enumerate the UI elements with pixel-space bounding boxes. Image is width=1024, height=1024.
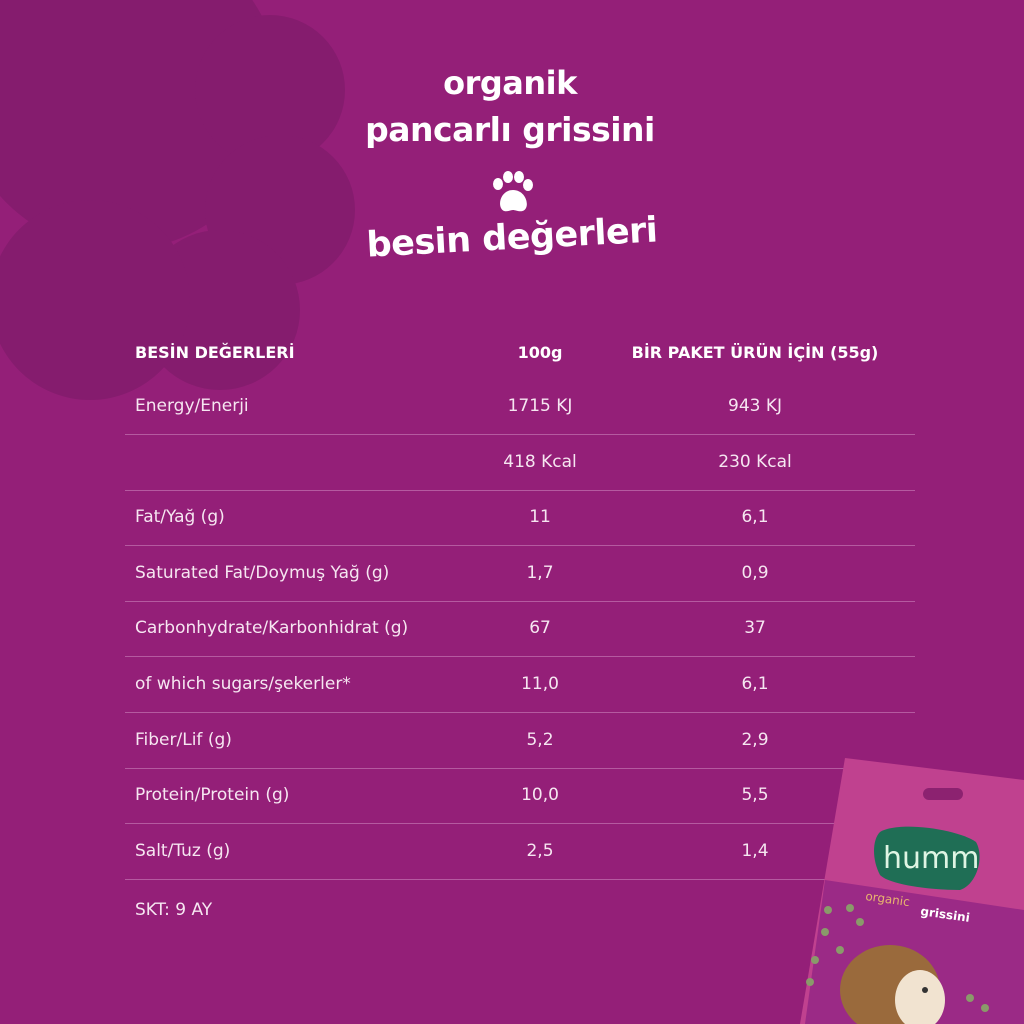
- nutrient-name: Carbonhydrate/Karbonhidrat (g): [135, 618, 409, 639]
- title-line-1: organik: [443, 64, 577, 102]
- row-separator: [125, 656, 915, 658]
- nutrient-name: Salt/Tuz (g): [135, 840, 231, 861]
- nutrient-name: of which sugars/şekerler*: [135, 674, 351, 694]
- row-separator: [125, 767, 915, 769]
- table-row: of which sugars/şekerler* 11,0 6,1: [125, 657, 915, 713]
- row-separator: [125, 600, 915, 602]
- table-row: Fat/Yağ (g) 11 6,1: [125, 490, 915, 547]
- table-row: Saturated Fat/Doymuş Yağ (g) 1,7 0,9: [125, 546, 915, 602]
- row-separator: [125, 545, 915, 547]
- table-row: 418 Kcal 230 Kcal: [125, 435, 915, 491]
- shelf-life: SKT: 9 AY: [135, 900, 213, 920]
- table-row: Fiber/Lif (g) 5,2 2,9: [125, 713, 915, 769]
- nutrient-name: Fat/Yağ (g): [135, 507, 225, 528]
- svg-text:organic: organic: [865, 889, 911, 909]
- flower-shape: [0, 0, 355, 400]
- nutrient-name: Energy/Enerji: [135, 396, 249, 416]
- table-row: Carbonhydrate/Karbonhidrat (g) 67 37: [125, 601, 915, 658]
- table-row: Salt/Tuz (g) 2,5 1,4: [125, 824, 915, 880]
- row-separator: [125, 489, 915, 491]
- package-brand-logo: humm: [883, 841, 979, 876]
- header-nutrient: BESİN DEĞERLERİ: [135, 343, 295, 362]
- nutrient-name: Fiber/Lif (g): [135, 729, 232, 750]
- paw-icon: [493, 171, 533, 212]
- svg-text:grissini: grissini: [920, 904, 971, 925]
- row-separator: [125, 434, 915, 435]
- table-row: Energy/Enerji 1715 KJ 943 KJ: [125, 379, 915, 435]
- table-header: BESİN DEĞERLERİ 100g BİR PAKET ÜRÜN İÇİN…: [135, 343, 879, 362]
- row-separator: [125, 878, 915, 880]
- table-row: Protein/Protein (g) 10,0 5,5: [125, 768, 915, 825]
- row-separator: [125, 712, 915, 713]
- nutrient-name: Protein/Protein (g): [135, 785, 290, 806]
- nutrient-name: Saturated Fat/Doymuş Yağ (g): [135, 562, 390, 583]
- row-separator: [125, 823, 915, 825]
- title-line-2: pancarlı grissini: [365, 110, 655, 149]
- product-package-image: humm organic grissini: [800, 758, 1024, 1024]
